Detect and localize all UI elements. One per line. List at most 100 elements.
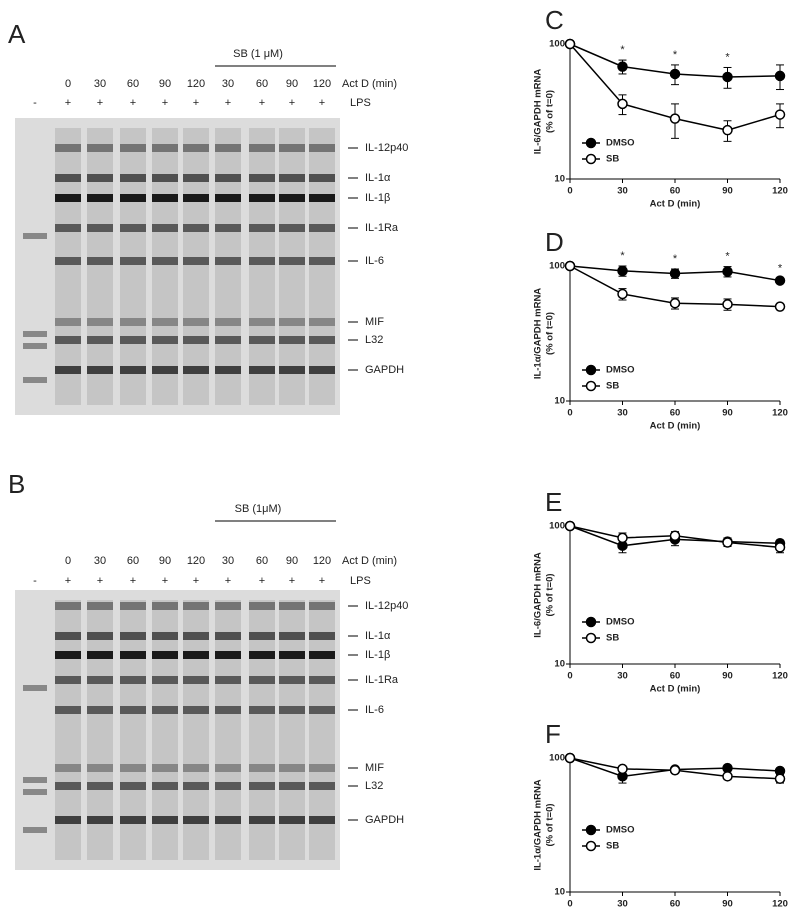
y-tick-label: 100	[549, 39, 565, 50]
gel-band	[309, 336, 335, 344]
gel-lane	[183, 128, 209, 405]
y-tick-label: 100	[549, 261, 565, 272]
gel-band	[249, 144, 275, 152]
gel-band	[23, 777, 47, 783]
time-label: 0	[65, 555, 71, 567]
gel-band	[23, 343, 47, 349]
time-label: 60	[127, 555, 139, 567]
band-label: IL-1α	[365, 630, 391, 642]
gel-background	[15, 118, 340, 415]
gel-band	[183, 224, 209, 232]
gel-band	[87, 782, 113, 790]
gel-lane	[309, 128, 335, 405]
significance-mark: *	[725, 250, 730, 262]
data-point	[774, 542, 786, 553]
lps-sign: +	[193, 97, 199, 109]
gel-band	[152, 194, 178, 202]
gel-band	[249, 816, 275, 824]
data-point	[669, 530, 681, 541]
x-tick-label: 30	[617, 671, 628, 682]
gel-band	[55, 764, 81, 772]
gel-band	[152, 336, 178, 344]
gel-band	[120, 676, 146, 684]
gel-band	[23, 233, 47, 239]
gel-band	[87, 224, 113, 232]
significance-mark: *	[725, 51, 730, 63]
x-tick-label: 120	[772, 186, 788, 197]
gel-band	[120, 144, 146, 152]
gel-band	[87, 194, 113, 202]
gel-band	[87, 764, 113, 772]
lps-sign: +	[97, 97, 103, 109]
band-label: MIF	[365, 762, 384, 774]
data-point	[774, 109, 786, 120]
band-label: IL-6	[365, 255, 384, 267]
legend-label: SB	[606, 154, 619, 165]
lps-sign: +	[289, 97, 295, 109]
data-point	[617, 61, 628, 72]
gel-band	[279, 676, 305, 684]
lps-label: LPS	[350, 575, 371, 587]
y-axis-label: (% of t=0)	[545, 573, 556, 616]
gel-band	[55, 336, 81, 344]
band-label: GAPDH	[365, 814, 404, 826]
lps-sign: +	[319, 575, 325, 587]
band-label: L32	[365, 334, 383, 346]
gel-band	[309, 651, 335, 659]
sb-label: SB (1μM)	[235, 503, 282, 515]
data-point	[669, 765, 681, 776]
y-axis-label: (% of t=0)	[545, 312, 556, 355]
gel-lane	[152, 128, 178, 405]
gel-band	[87, 174, 113, 182]
gel-band	[23, 685, 47, 691]
data-point	[617, 265, 628, 277]
gel-band	[279, 764, 305, 772]
data-point	[722, 771, 733, 782]
gel-band	[249, 194, 275, 202]
x-tick-label: 120	[772, 408, 788, 419]
gel-band	[152, 318, 178, 326]
x-tick-label: 60	[670, 671, 681, 682]
gel-band	[87, 706, 113, 714]
gel-band	[249, 602, 275, 610]
gel-band	[215, 366, 241, 374]
gel-band	[55, 257, 81, 265]
gel-band	[309, 224, 335, 232]
gel-band	[87, 366, 113, 374]
gel-band	[120, 602, 146, 610]
lps-sign: +	[193, 575, 199, 587]
gel-band	[120, 366, 146, 374]
gel-band	[215, 632, 241, 640]
gel-band	[279, 706, 305, 714]
y-axis-label: IL-1α/GAPDH mRNA	[533, 288, 544, 379]
legend-label: DMSO	[606, 138, 635, 149]
gel-band	[87, 257, 113, 265]
gel-band	[152, 224, 178, 232]
gel-band	[279, 144, 305, 152]
gel-band	[55, 174, 81, 182]
gel-band	[23, 827, 47, 833]
gel-band	[55, 782, 81, 790]
lps-label: LPS	[350, 97, 371, 109]
time-label: 30	[94, 555, 106, 567]
gel-band	[215, 602, 241, 610]
significance-mark: *	[778, 262, 783, 274]
band-label: L32	[365, 780, 383, 792]
time-label: 120	[187, 555, 205, 567]
gel-band	[309, 366, 335, 374]
gel-band	[87, 318, 113, 326]
y-axis-label: IL-1α/GAPDH mRNA	[533, 779, 544, 870]
data-point	[564, 520, 576, 532]
gel-band	[87, 816, 113, 824]
gel-band	[309, 257, 335, 265]
gel-band	[309, 174, 335, 182]
gel-band	[279, 257, 305, 265]
lps-sign: +	[319, 97, 325, 109]
gel-band	[152, 706, 178, 714]
gel-band	[279, 782, 305, 790]
x-axis-label: Act D (min)	[650, 684, 701, 695]
gel-band	[183, 336, 209, 344]
gel-band	[309, 764, 335, 772]
lps-sign: +	[225, 97, 231, 109]
gel-band	[215, 194, 241, 202]
